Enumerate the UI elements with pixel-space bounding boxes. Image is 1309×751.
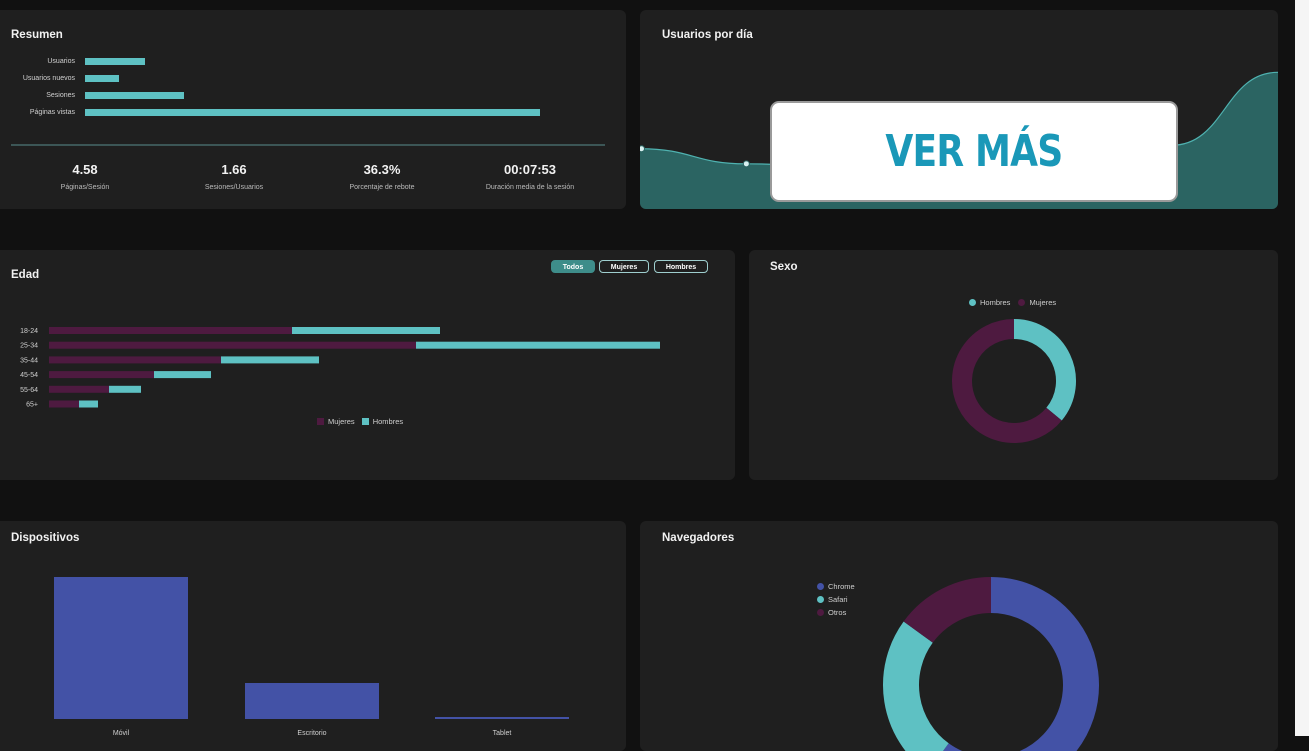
dispositivos-card: Dispositivos Móvil Escritorio Tablet (0, 521, 626, 751)
edad-bar-mujeres (49, 371, 154, 379)
legend-swatch-mujeres (317, 418, 324, 425)
legend-swatch-hombres (361, 418, 369, 425)
resumen-bar (85, 109, 540, 116)
metric-value: 1.66 (221, 162, 247, 177)
usuarios-point (640, 145, 645, 153)
resumen-category-label: Páginas vistas (30, 109, 76, 116)
usuarios-dia-title: Usuarios por día (662, 29, 753, 41)
dispositivos-category-label: Tablet (493, 730, 512, 737)
sexo-legend: Hombres Mujeres (969, 298, 1056, 307)
resumen-category-label: Sesiones (46, 92, 75, 99)
edad-bar-mujeres (49, 341, 416, 349)
legend-label-chrome: Chrome (828, 582, 855, 591)
legend-dot-chrome (817, 583, 824, 590)
legend-dot-hombres (969, 299, 976, 306)
navegadores-card: Navegadores Chrome Safari Otros (640, 521, 1278, 751)
edad-chart: 18-24 25-34 35-44 45-54 55-64 65+ (20, 327, 660, 409)
legend-label-otros: Otros (828, 608, 847, 617)
dispositivos-category-label: Móvil (113, 730, 130, 737)
edad-category-label: 55-64 (20, 387, 38, 394)
resumen-title: Resumen (11, 29, 63, 41)
filter-hombres-button[interactable]: Hombres (654, 260, 708, 273)
resumen-category-label: Usuarios (47, 58, 75, 65)
metric-paginas-sesion: 4.58 Páginas/Sesión (10, 162, 160, 191)
metric-label: Duración media de la sesión (485, 184, 575, 191)
metric-label: Páginas/Sesión (60, 184, 110, 191)
navegadores-slice (883, 621, 950, 751)
dispositivos-title: Dispositivos (11, 532, 80, 544)
legend-label-mujeres: Mujeres (1029, 298, 1057, 307)
resumen-bar (85, 58, 145, 65)
legend-dot-safari (817, 596, 824, 603)
nav-legend-otros: Otros (817, 608, 846, 617)
edad-bar-mujeres (49, 385, 109, 393)
dispositivos-bar (54, 577, 188, 719)
sexo-slice (1013, 319, 1076, 421)
navegadores-slice (942, 577, 1099, 751)
edad-bar-hombres (221, 356, 319, 364)
page-scrollbar[interactable] (1295, 0, 1309, 736)
filter-mujeres-button[interactable]: Mujeres (599, 260, 649, 273)
usuarios-point (742, 160, 750, 168)
sexo-title: Sexo (770, 261, 798, 273)
edad-legend: Mujeres Hombres (317, 417, 403, 426)
resumen-category-label: Usuarios nuevos (23, 75, 76, 82)
legend-dot-otros (817, 609, 824, 616)
edad-bar-mujeres (49, 356, 221, 364)
legend-dot-mujeres (1018, 299, 1026, 306)
sexo-donut (952, 319, 1076, 443)
edad-bar-hombres (109, 385, 141, 393)
navegadores-title: Navegadores (662, 532, 735, 544)
metric-label: Sesiones/Usuarios (204, 184, 264, 191)
edad-title: Edad (11, 269, 40, 281)
sexo-card: Sexo Hombres Mujeres (749, 250, 1278, 480)
sexo-slice (952, 319, 1062, 443)
resumen-chart: Usuarios Usuarios nuevos Sesiones Páginas v… (11, 58, 605, 146)
edad-category-label: 25-34 (20, 343, 38, 350)
navegadores-slice (903, 577, 992, 644)
edad-bar-hombres (79, 400, 98, 408)
resumen-bar (85, 75, 119, 82)
edad-bar-mujeres (49, 327, 292, 334)
edad-category-label: 65+ (26, 402, 38, 409)
nav-legend-safari: Safari (817, 595, 848, 604)
metric-porcentaje-rebote: 36.3% Porcentaje de rebote (307, 162, 457, 191)
ver-mas-label: VER MÁS (885, 126, 1064, 177)
resumen-bar (85, 92, 184, 99)
resumen-card: Resumen Usuarios Usuarios nuevos Sesiones P… (0, 10, 626, 209)
edad-bar-hombres (292, 327, 440, 334)
edad-category-label: 35-44 (20, 357, 38, 364)
edad-bar-hombres (416, 341, 660, 349)
edad-card: Edad 18-24 25-34 35-44 45-54 55-64 65+ Mujere… (0, 250, 735, 480)
metric-value: 00:07:53 (503, 162, 557, 177)
edad-category-label: 18-24 (20, 328, 38, 335)
navegadores-donut (883, 577, 1099, 751)
edad-bar-mujeres (49, 400, 79, 408)
dispositivos-bar (435, 717, 569, 719)
legend-label-hombres: Hombres (372, 417, 404, 426)
legend-label-safari: Safari (828, 595, 848, 604)
edad-category-label: 45-54 (20, 372, 38, 379)
metric-value: 4.58 (72, 162, 98, 177)
filter-todos-button[interactable]: Todos (551, 260, 595, 273)
metric-label: Porcentaje de rebote (349, 184, 415, 191)
metric-sesiones-usuarios: 1.66 Sesiones/Usuarios (159, 162, 309, 191)
dispositivos-category-label: Escritorio (297, 730, 326, 737)
legend-label-hombres: Hombres (980, 298, 1011, 307)
edad-bar-hombres (154, 371, 211, 379)
nav-legend-chrome: Chrome (817, 582, 855, 591)
ver-mas-button[interactable]: VER MÁS (770, 101, 1178, 202)
dispositivos-chart: Móvil Escritorio Tablet (54, 577, 569, 737)
metric-duracion-sesion: 00:07:53 Duración media de la sesión (455, 162, 605, 191)
dispositivos-bar (245, 683, 379, 719)
legend-label-mujeres: Mujeres (328, 417, 355, 426)
metric-value: 36.3% (363, 162, 401, 177)
